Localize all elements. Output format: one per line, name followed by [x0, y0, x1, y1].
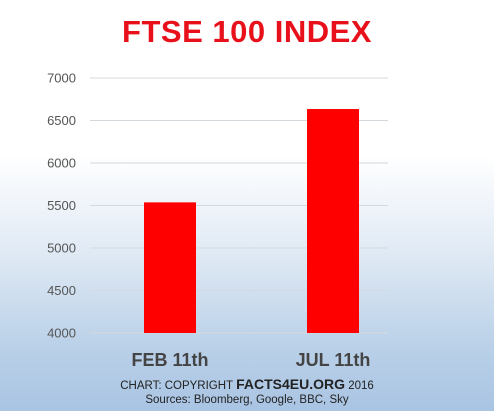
x-tick-label: FEB 11th: [131, 350, 208, 370]
y-tick-label: 7000: [47, 71, 76, 86]
y-tick-label: 6000: [47, 156, 76, 171]
copyright-year: 2016: [348, 380, 374, 392]
y-tick-label: 5500: [47, 198, 76, 213]
bar: [144, 202, 196, 333]
chart-title: FTSE 100 INDEX: [122, 14, 372, 49]
brand-name: FACTS4EU.ORG: [236, 376, 345, 392]
sources-line: Sources: Bloomberg, Google, BBC, Sky: [145, 394, 349, 406]
y-tick-label: 5000: [47, 241, 76, 256]
x-tick-label: JUL 11th: [296, 350, 371, 370]
y-tick-label: 4000: [47, 326, 76, 341]
copyright-line: CHART: COPYRIGHT FACTS4EU.ORG 2016: [0, 376, 494, 392]
y-tick-label: 6500: [47, 113, 76, 128]
bar: [307, 109, 359, 334]
copyright-prefix: CHART: COPYRIGHT: [120, 380, 233, 392]
y-tick-label: 4500: [47, 283, 76, 298]
